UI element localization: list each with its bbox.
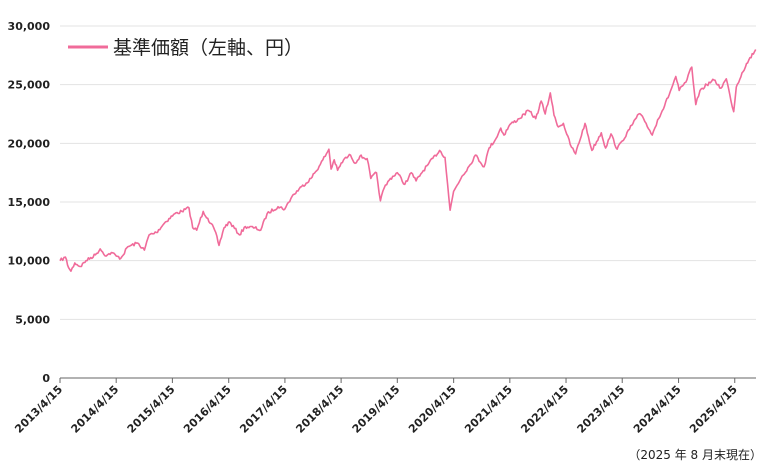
x-tick-label: 2025/4/15	[687, 383, 740, 436]
y-tick-label: 5,000	[15, 313, 50, 326]
y-tick-label: 25,000	[8, 79, 51, 92]
y-axis-ticks: 0 5,000 10,000 15,000 20,000 25,000 30,000	[8, 20, 51, 385]
legend: 基準価額（左軸、円）	[68, 37, 303, 59]
x-tick-label: 2024/4/15	[631, 383, 684, 436]
x-tick-label: 2019/4/15	[350, 383, 403, 436]
y-tick-label: 20,000	[8, 137, 51, 150]
legend-label: 基準価額（左軸、円）	[113, 37, 303, 59]
x-tick-label: 2023/4/15	[575, 383, 628, 436]
x-tick-label: 2017/4/15	[237, 383, 290, 436]
x-tick-label: 2020/4/15	[406, 383, 459, 436]
x-tick-label: 2018/4/15	[293, 383, 346, 436]
x-tick-label: 2021/4/15	[462, 383, 515, 436]
grid-lines	[60, 25, 756, 320]
x-tick-label: 2022/4/15	[518, 383, 571, 436]
y-tick-label: 15,000	[8, 196, 51, 209]
x-tick-label: 2015/4/15	[125, 383, 178, 436]
y-tick-label: 0	[42, 372, 50, 385]
y-tick-label: 30,000	[8, 20, 51, 33]
y-tick-label: 10,000	[8, 255, 51, 268]
x-axis-ticks: 2013/4/15 2014/4/15 2015/4/15 2016/4/15 2017…	[12, 378, 740, 436]
x-tick-label: 2016/4/15	[181, 383, 234, 436]
x-tick-label: 2014/4/15	[69, 383, 122, 436]
series-line	[59, 49, 757, 272]
x-tick-label: 2013/4/15	[12, 383, 65, 436]
footnote: （2025 年 8 月末現在）	[628, 448, 762, 462]
